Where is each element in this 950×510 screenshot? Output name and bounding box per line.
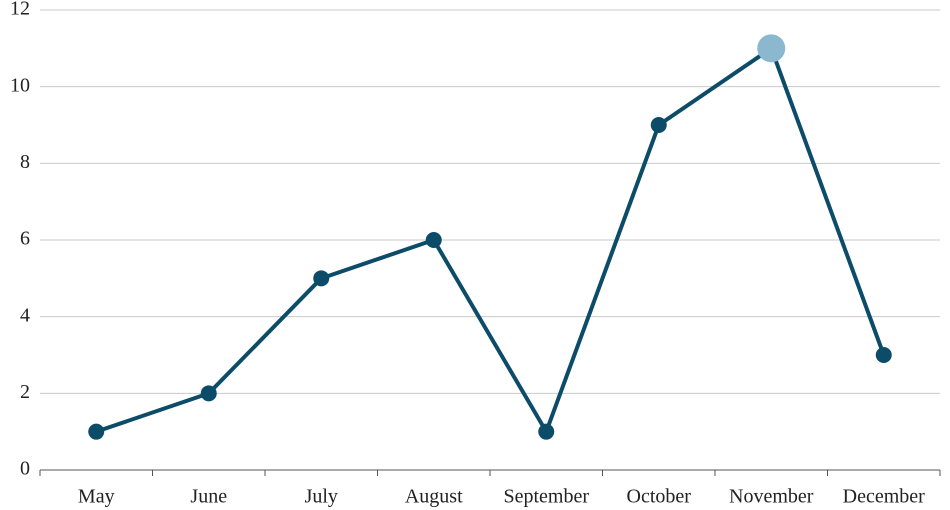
y-tick-label: 6 [20,228,30,250]
x-tick-label: July [305,486,338,508]
y-tick-label: 2 [20,381,30,403]
x-tick-label: November [729,486,814,508]
x-tick-label: June [190,486,227,508]
chart-svg: 0 2 4 6 8 10 12 May June July August September Octob… [0,0,950,510]
highlight-marker [757,34,785,62]
y-tick-label: 8 [20,151,30,173]
data-marker [313,270,329,286]
y-tick-label: 12 [10,0,30,20]
y-tick-label: 4 [20,304,30,326]
x-tick-label: October [627,486,692,508]
data-marker [876,347,892,363]
data-marker [426,232,442,248]
x-tick-label: September [503,486,589,508]
y-tick-label: 0 [20,458,30,480]
x-tick-label: August [405,486,463,508]
data-marker [88,424,104,440]
line-chart: 0 2 4 6 8 10 12 May June July August September Octob… [0,0,950,510]
data-marker [538,424,554,440]
x-tick-label: December [843,486,926,508]
data-marker [201,385,217,401]
y-tick-label: 10 [10,74,30,96]
data-marker [651,117,667,133]
x-tick-label: May [78,486,115,508]
